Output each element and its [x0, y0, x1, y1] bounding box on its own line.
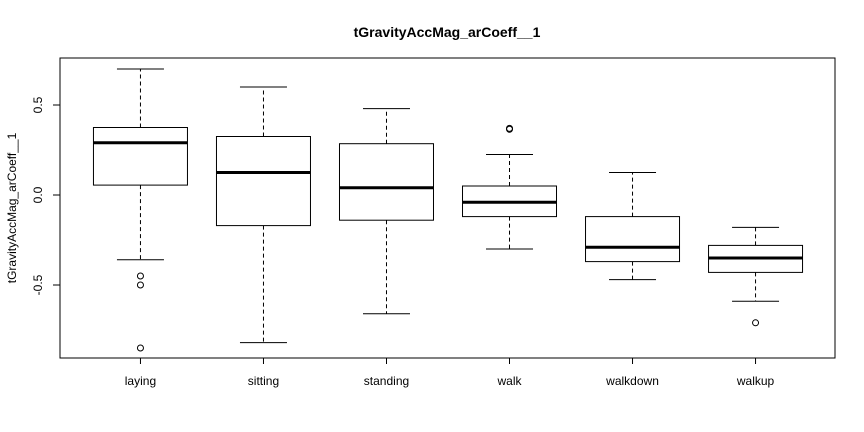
box-sitting: [215, 136, 311, 227]
plot-frame: [59, 57, 836, 359]
outlier-point: [136, 272, 144, 280]
outlier-point: [752, 319, 760, 327]
box-standing: [338, 143, 434, 221]
x-tick-label: sitting: [248, 374, 279, 388]
outlier-point: [136, 281, 144, 289]
x-tick-label: walk: [497, 374, 523, 388]
y-tick-label: -0.5: [31, 274, 45, 295]
x-tick-label: walkdown: [605, 374, 659, 388]
x-tick-label: walkup: [736, 374, 775, 388]
y-tick-label: 0.5: [31, 96, 45, 113]
x-tick-label: standing: [364, 374, 409, 388]
chart-marks: -0.5 0.0 0.5 laying sitting standing walk walkd…: [31, 68, 804, 388]
y-axis-label: tGravityAccMag_arCoeff__1: [5, 132, 19, 283]
chart-title: tGravityAccMag_arCoeff__1: [354, 24, 541, 40]
x-tick-label: laying: [125, 374, 156, 388]
outlier-point: [136, 344, 144, 352]
y-tick-label: 0.0: [31, 186, 45, 203]
box-laying: [92, 127, 188, 186]
box-walkdown: [585, 216, 681, 263]
outlier-point: [506, 124, 514, 132]
